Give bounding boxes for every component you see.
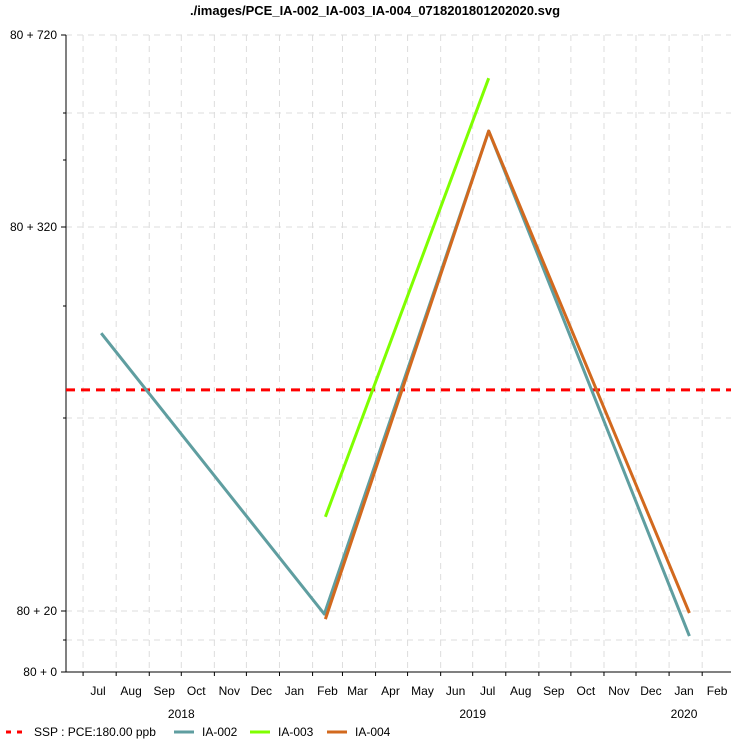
grid [66, 34, 731, 672]
x-tick-label: Nov [219, 684, 240, 698]
x-tick-label: Jun [446, 684, 465, 698]
x-tick-label: Jan [285, 684, 304, 698]
x-tick-label: Jul [90, 684, 105, 698]
y-tick-label: 80 + 320 [10, 220, 57, 234]
chart-title: ./images/PCE_IA-002_IA-003_IA-004_071820… [190, 3, 560, 18]
x-tick-label: Oct [576, 684, 595, 698]
x-tick-label: Aug [510, 684, 531, 698]
x-tick-label: Sep [154, 684, 176, 698]
series-line-ia-004 [323, 129, 691, 620]
y-tick-label: 80 + 20 [17, 604, 58, 618]
legend-label: IA-002 [202, 725, 238, 739]
x-tick-label: Jan [674, 684, 693, 698]
x-tick-label: Oct [187, 684, 206, 698]
legend-label: IA-003 [278, 725, 314, 739]
x-axis-labels: Jul Aug Sep Oct Nov Dec Jan Feb Mar Apr May Jun Jul A… [90, 684, 727, 721]
x-tick-label: Jul [480, 684, 495, 698]
x-tick-label: May [411, 684, 434, 698]
series-group [100, 77, 691, 637]
x-year-label: 2018 [168, 707, 195, 721]
x-year-label: 2019 [459, 707, 486, 721]
y-axis-labels: 80 + 0 80 + 20 80 + 320 80 + 720 [10, 28, 57, 679]
y-tick-label: 80 + 720 [10, 28, 57, 42]
series-line-ia-002 [100, 129, 691, 637]
x-tick-label: Aug [120, 684, 141, 698]
x-tick-label: Mar [347, 684, 368, 698]
x-tick-label: Sep [543, 684, 565, 698]
x-tick-label: Dec [251, 684, 272, 698]
series-line-ia-003 [323, 77, 491, 518]
x-tick-label: Feb [707, 684, 728, 698]
x-tick-label: Dec [640, 684, 661, 698]
x-year-label: 2020 [671, 707, 698, 721]
legend-label: SSP : PCE:180.00 ppb [34, 725, 156, 739]
axes [61, 34, 731, 676]
x-tick-label: Nov [608, 684, 629, 698]
legend: SSP : PCE:180.00 ppb IA-002 IA-003 IA-004 [6, 725, 391, 739]
y-tick-label: 80 + 0 [23, 665, 57, 679]
x-tick-label: Apr [381, 684, 400, 698]
legend-label: IA-004 [355, 725, 391, 739]
x-tick-label: Feb [317, 684, 338, 698]
